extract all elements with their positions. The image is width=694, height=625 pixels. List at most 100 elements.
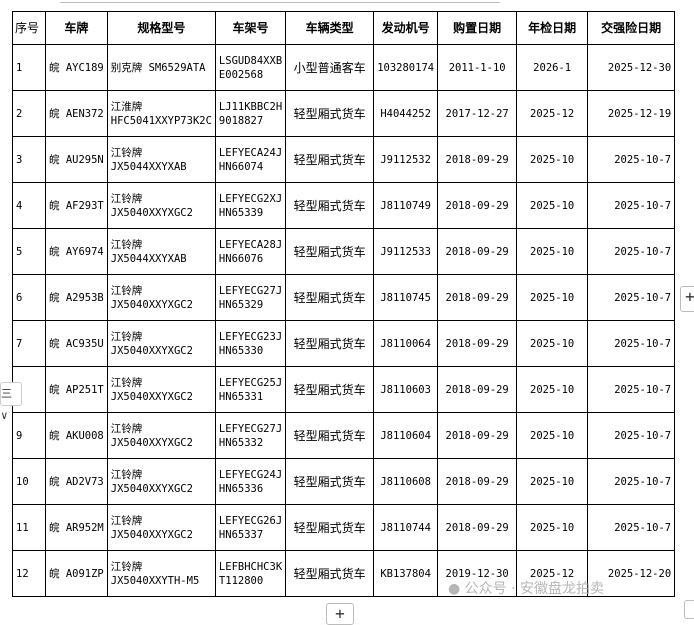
cell-model: 江铃牌 JX5040XXYXGC2 <box>106 458 216 505</box>
cell-text: 103280174 <box>377 61 435 74</box>
cell-text: 皖 AEN372 <box>49 107 104 120</box>
cell-purchase-date: 2018-09-29 <box>437 182 518 229</box>
cell-engine: J9112532 <box>373 136 439 183</box>
add-row-button[interactable]: + <box>326 603 354 625</box>
resize-corner-icon[interactable] <box>684 600 694 619</box>
cell-vin: LEFBHCHC3K T112800 <box>214 550 287 597</box>
cell-text: LEFYECG2XJ <box>218 192 283 205</box>
add-column-button[interactable]: + <box>680 286 694 312</box>
cell-text: 2018-09-29 <box>445 153 509 166</box>
column-header: 交强险日期 <box>587 11 676 45</box>
wechat-icon: ● <box>448 581 461 597</box>
cell-model: 江铃牌 JX5040XXYXGC2 <box>106 182 216 229</box>
cell-text: HN65331 <box>218 390 264 403</box>
cell-purchase-date: 2018-09-29 <box>437 412 518 459</box>
cell-type: 轻型厢式货车 <box>285 182 375 229</box>
cell-no: 11 <box>12 504 46 551</box>
cell-text: 轻型厢式货车 <box>293 566 366 581</box>
cell-text: HN66074 <box>218 160 264 173</box>
cell-engine: J8110604 <box>373 412 439 459</box>
cell-text: LSGUD84XXB <box>218 54 283 67</box>
cell-engine: J8110064 <box>373 320 439 367</box>
cell-text: 2018-09-29 <box>445 521 509 534</box>
cell-text: J8110608 <box>380 475 431 488</box>
cell-text: 2025-10-7 <box>614 153 672 166</box>
cell-plate: 皖 AU295N <box>45 136 108 183</box>
cell-purchase-date: 2018-09-29 <box>437 458 518 505</box>
cell-text: HN65337 <box>218 528 264 541</box>
cell-text: 6 <box>16 291 23 304</box>
cell-text: 轻型厢式货车 <box>293 520 366 535</box>
cell-text: 2025-10 <box>530 245 575 258</box>
cell-vin: LEFYECG25J HN65331 <box>214 366 287 413</box>
cell-text: 2025-12-20 <box>607 567 672 580</box>
cell-text: 2025-10-7 <box>614 245 672 258</box>
cell-inspection-date: 2025-12 <box>516 90 589 137</box>
cell-text: 江铃牌 <box>110 376 143 389</box>
cell-text: 2025-10-7 <box>614 475 672 488</box>
cell-inspection-date: 2026-1 <box>516 44 589 91</box>
cell-text: 皖 A2953B <box>49 291 104 304</box>
cell-engine: H4044252 <box>373 90 439 137</box>
cell-model: 江淮牌 HFC5041XXYP73K2C <box>106 90 216 137</box>
cell-text: 皖 AC935U <box>49 337 104 350</box>
cell-text: 皖 AP251T <box>49 383 104 396</box>
vehicle-table: 序号 车牌 规格型号 车架号 车辆类型 发动机号 购置日期 年检日期 交强险日期 1 皖 AYC1… <box>12 11 676 597</box>
cell-text: 1 <box>16 61 23 74</box>
cell-text: 轻型厢式货车 <box>293 382 366 397</box>
cell-no: 3 <box>12 136 46 183</box>
cell-model: 江铃牌 JX5040XXYXGC2 <box>106 366 216 413</box>
cell-inspection-date: 2025-10 <box>516 458 589 505</box>
cell-model: 江铃牌 JX5040XXYXGC2 <box>106 504 216 551</box>
cell-text: 2025-10-7 <box>614 429 672 442</box>
cell-vin: LJ11KBBC2H 9018827 <box>214 90 287 137</box>
cell-engine: J8110749 <box>373 182 439 229</box>
cell-insurance-date: 2025-10-7 <box>587 228 676 275</box>
cell-text: 2025-12 <box>530 107 575 120</box>
cell-text: JX5040XXYXGC2 <box>110 390 193 403</box>
cell-text: 江淮牌 <box>110 100 143 113</box>
cell-text: 2025-10 <box>530 199 575 212</box>
cell-text: 2025-10 <box>530 429 575 442</box>
cell-vin: LEFYECG27J HN65332 <box>214 412 287 459</box>
cell-inspection-date: 2025-10 <box>516 412 589 459</box>
cell-text: LEFYECG27J <box>218 422 283 435</box>
cell-text: LEFYECG27J <box>218 284 283 297</box>
cell-inspection-date: 2025-10 <box>516 504 589 551</box>
cell-text: 2025-10 <box>530 291 575 304</box>
cell-text: JX5040XXYXGC2 <box>110 528 193 541</box>
cell-text: 3 <box>16 153 23 166</box>
cell-text: 10 <box>16 475 29 488</box>
cell-text: 轻型厢式货车 <box>293 336 366 351</box>
cell-type: 轻型厢式货车 <box>285 504 375 551</box>
cell-text: 2025-10 <box>530 337 575 350</box>
cell-model: 江铃牌 JX5040XXYTH-M5 <box>106 550 216 597</box>
cell-text: 2025-10-7 <box>614 521 672 534</box>
cell-purchase-date: 2018-09-29 <box>437 136 518 183</box>
cell-engine: J8110603 <box>373 366 439 413</box>
cell-purchase-date: 2017-12-27 <box>437 90 518 137</box>
cell-text: 4 <box>16 199 23 212</box>
cell-insurance-date: 2025-10-7 <box>587 274 676 321</box>
table-row: 10 皖 AD2V73 江铃牌 JX5040XXYXGC2 LEFYECG24J HN65… <box>12 458 676 505</box>
cell-purchase-date: 2018-09-29 <box>437 228 518 275</box>
cell-text: LEFYECG23J <box>218 330 283 343</box>
cell-type: 轻型厢式货车 <box>285 458 375 505</box>
cell-text: HFC5041XXYP73K2C <box>110 114 212 127</box>
column-header: 车牌 <box>45 11 108 45</box>
cell-text: LEFYECA24J <box>218 146 283 159</box>
cell-text: 江铃牌 <box>110 468 143 481</box>
cell-model: 江铃牌 JX5040XXYXGC2 <box>106 274 216 321</box>
cell-text: 2 <box>16 107 23 120</box>
cell-insurance-date: 2025-12-30 <box>587 44 676 91</box>
cell-text: KB137804 <box>380 567 431 580</box>
cell-type: 轻型厢式货车 <box>285 90 375 137</box>
cell-type: 轻型厢式货车 <box>285 550 375 597</box>
cell-text: 2025-10-7 <box>614 291 672 304</box>
table-handle-menu-icon[interactable]: 三 ∨ <box>0 382 22 422</box>
cell-text: 2025-12-30 <box>607 61 672 74</box>
cell-text: T112800 <box>218 574 264 587</box>
cell-insurance-date: 2025-12-20 <box>587 550 676 597</box>
cell-text: JX5040XXYXGC2 <box>110 206 193 219</box>
